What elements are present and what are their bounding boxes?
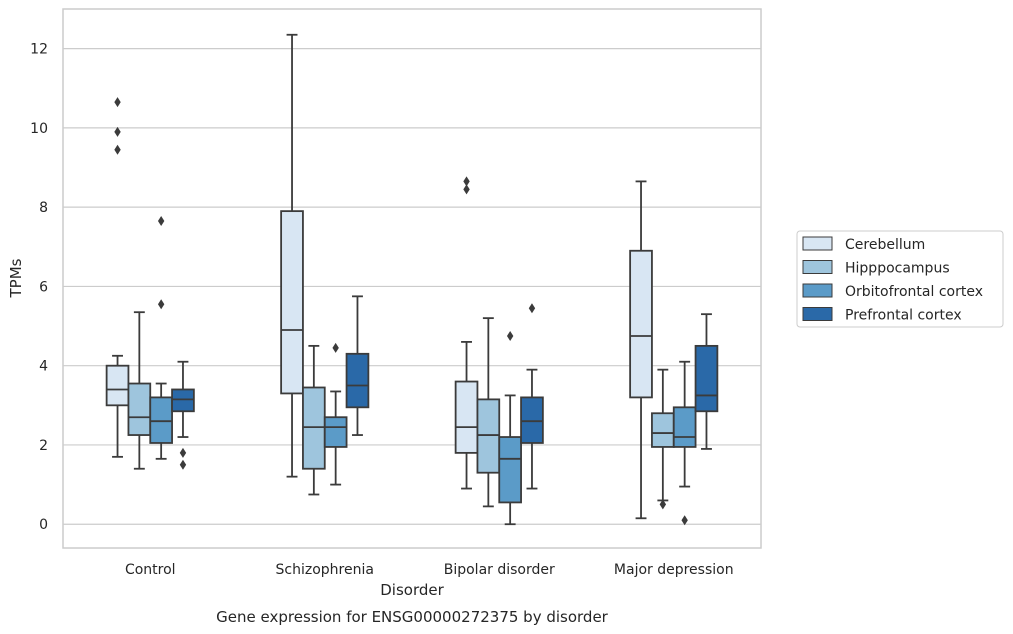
legend-swatch bbox=[802, 236, 833, 251]
y-tick-label: 2 bbox=[39, 438, 48, 454]
y-tick-label: 6 bbox=[39, 279, 48, 295]
y-tick-label: 10 bbox=[30, 121, 48, 137]
legend-label: Cerebellum bbox=[845, 237, 925, 253]
legend-swatch bbox=[802, 283, 833, 298]
y-tick-label: 4 bbox=[39, 359, 48, 375]
box-plot bbox=[476, 317, 501, 508]
box-plot bbox=[672, 360, 697, 526]
box bbox=[323, 416, 348, 448]
box-plot bbox=[454, 176, 479, 490]
box-plot bbox=[694, 313, 719, 450]
outlier-point bbox=[506, 330, 514, 341]
box-plot bbox=[302, 344, 326, 496]
x-axis-label: Disorder bbox=[380, 581, 444, 599]
outlier-point bbox=[463, 184, 470, 195]
box-plot bbox=[629, 180, 653, 520]
y-axis-label: TPMs bbox=[7, 258, 25, 298]
x-tick-labels: Control Schizophrenia Bipolar disorder Majo… bbox=[125, 562, 734, 578]
y-tick-label: 0 bbox=[39, 517, 48, 533]
box bbox=[694, 344, 719, 413]
box-plot bbox=[651, 368, 675, 510]
outlier-point bbox=[659, 499, 667, 510]
box bbox=[520, 396, 544, 444]
box-plot bbox=[171, 360, 195, 470]
outlier-point bbox=[114, 97, 121, 108]
legend-swatch bbox=[802, 307, 833, 321]
y-tick-label: 12 bbox=[30, 42, 48, 58]
gridlines bbox=[63, 48, 761, 525]
legend-frame bbox=[796, 230, 1004, 328]
box-plot bbox=[105, 97, 130, 458]
box bbox=[171, 388, 195, 413]
outlier-point bbox=[179, 459, 187, 470]
box bbox=[345, 352, 370, 409]
box bbox=[672, 406, 697, 448]
box bbox=[127, 382, 152, 436]
outlier-point bbox=[157, 299, 165, 310]
outlier-point bbox=[114, 126, 121, 137]
box bbox=[454, 380, 479, 454]
outlier-point bbox=[528, 303, 536, 314]
outlier-point bbox=[157, 216, 165, 227]
legend-label: Prefrontal cortex bbox=[845, 308, 962, 324]
box bbox=[149, 396, 173, 444]
box bbox=[476, 398, 501, 474]
box-plot bbox=[498, 330, 522, 526]
box-plot bbox=[280, 33, 304, 478]
box bbox=[302, 386, 326, 470]
box bbox=[105, 364, 130, 407]
box bbox=[629, 249, 653, 399]
legend-label: Orbitofrontal cortex bbox=[845, 284, 983, 300]
box-plot bbox=[520, 303, 544, 490]
legend-swatch bbox=[802, 260, 833, 274]
box bbox=[498, 436, 522, 504]
x-tick-label: Bipolar disorder bbox=[444, 562, 555, 578]
outlier-point bbox=[114, 144, 121, 155]
plot-frame bbox=[62, 8, 762, 549]
x-tick-label: Control bbox=[125, 562, 176, 578]
box bbox=[651, 412, 675, 448]
y-tick-label: 8 bbox=[39, 200, 48, 216]
chart-caption: Gene expression for ENSG00000272375 by d… bbox=[216, 608, 609, 626]
outlier-point bbox=[463, 176, 470, 187]
legend-label: Hipppocampus bbox=[845, 261, 950, 277]
outlier-point bbox=[179, 447, 187, 458]
outlier-point bbox=[332, 342, 339, 353]
x-tick-label: Major depression bbox=[614, 562, 734, 578]
box-plot bbox=[149, 216, 173, 460]
legend: Cerebellum Hipppocampus Orbitofrontal cort… bbox=[796, 230, 1004, 328]
box-plot bbox=[323, 342, 348, 486]
boxes bbox=[105, 33, 719, 526]
box bbox=[280, 210, 304, 395]
y-tick-labels: 0 2 4 6 8 10 12 bbox=[30, 42, 48, 534]
x-tick-label: Schizophrenia bbox=[276, 562, 374, 578]
outlier-point bbox=[681, 515, 688, 526]
box-plot bbox=[345, 295, 370, 436]
